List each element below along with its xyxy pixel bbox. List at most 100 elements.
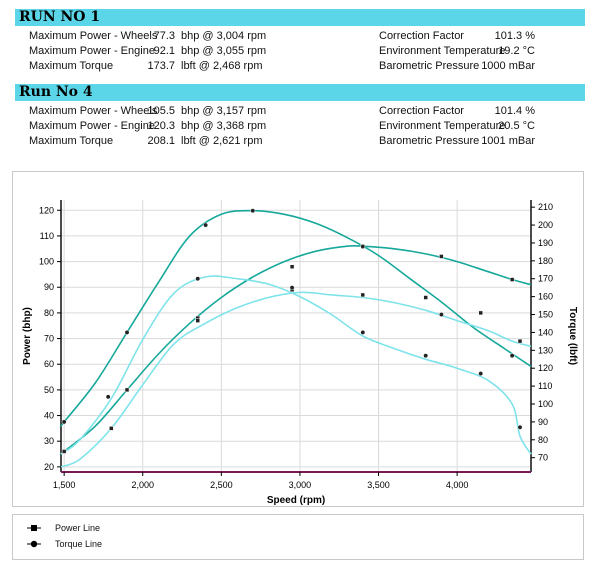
x-tick-label: 2,500 [210, 480, 233, 490]
y2-tick-label: 90 [538, 417, 548, 427]
stat-unit: bhp @ 3,157 rpm [181, 105, 267, 117]
run-4-header: Run No 4 [15, 84, 585, 101]
y-tick-label: 50 [44, 385, 54, 395]
y-tick-label: 60 [44, 359, 54, 369]
y2-tick-label: 110 [538, 381, 552, 391]
env-value: 101.4 % [494, 105, 535, 117]
y2-axis-title: Torque (lbft) [567, 307, 578, 365]
dyno-chart-panel: 1,500 2,000 2,500 3,000 3,500 4,000 20 30 40 50 60… [12, 171, 584, 507]
stat-unit: lbft @ 2,468 rpm [181, 60, 263, 72]
stat-label: Maximum Power - Wheels [29, 30, 158, 42]
y2-tick-label: 170 [538, 274, 553, 284]
y-tick-label: 120 [39, 205, 54, 215]
x-tick-label: 3,500 [367, 480, 390, 490]
env-label: Environment Temperature [379, 120, 506, 132]
env-label: Correction Factor [379, 30, 464, 42]
stat-label: Maximum Power - Engine [29, 45, 155, 57]
torque-point-marker [360, 244, 366, 249]
legend-label: Torque Line [55, 539, 103, 549]
power-point-marker [517, 338, 523, 344]
run-1-torque-line [60, 275, 532, 455]
y2-tick-label: 150 [538, 310, 553, 320]
run-4-row: Maximum Power - Engine 120.3 bhp @ 3,368… [0, 119, 595, 134]
y2-tick-label: 80 [538, 435, 548, 445]
y2-tick-label: 180 [538, 256, 553, 266]
torque-point-marker [124, 329, 130, 335]
y2-tick-label: 200 [538, 220, 553, 230]
stat-label: Maximum Power - Engine [29, 120, 155, 132]
torque-point-marker [195, 276, 201, 282]
stat-value: 208.1 [147, 135, 175, 147]
power-point-marker [124, 387, 130, 393]
y-tick-label: 100 [39, 257, 54, 267]
torque-point-marker [61, 419, 67, 425]
torque-point-marker [478, 371, 484, 377]
run-1-row: Maximum Torque 173.7 lbft @ 2,468 rpm Ba… [0, 59, 595, 74]
y-tick-label: 70 [44, 334, 54, 344]
env-value: 1000 mBar [481, 60, 535, 72]
y2-tick-label: 100 [538, 399, 553, 409]
power-point-marker [478, 310, 483, 316]
torque-point-marker [105, 394, 111, 400]
y-tick-label: 80 [44, 308, 54, 318]
y2-tick-label: 210 [538, 202, 553, 212]
stat-label: Maximum Power - Wheels [29, 105, 158, 117]
stat-value: 120.3 [147, 120, 175, 132]
stat-label: Maximum Torque [29, 60, 114, 72]
power-point-marker [423, 295, 428, 300]
torque-point-marker [509, 353, 515, 359]
x-tick-label: 4,000 [446, 480, 469, 490]
stat-unit: bhp @ 3,055 rpm [181, 45, 267, 57]
y2-tick-label: 70 [538, 453, 548, 463]
stat-unit: bhp @ 3,368 rpm [181, 120, 267, 132]
x-tick-label: 2,000 [131, 480, 154, 490]
y-tick-label: 90 [44, 282, 54, 292]
legend-label: Power Line [55, 523, 101, 533]
run-1-row: Maximum Power - Wheels 77.3 bhp @ 3,004 … [0, 29, 595, 44]
y-tick-label: 40 [44, 411, 54, 421]
stat-value: 173.7 [147, 60, 175, 72]
y2-tick-label: 190 [538, 238, 553, 248]
y2-tick-label: 120 [538, 363, 553, 373]
stat-label: Maximum Torque [29, 135, 114, 147]
run-1-title: RUN NO 1 [19, 9, 101, 25]
env-label: Barometric Pressure [379, 135, 480, 147]
power-point-marker [289, 264, 295, 269]
y2-tick-label: 160 [538, 292, 553, 302]
power-point-marker [360, 292, 366, 298]
torque-point-marker [289, 285, 295, 291]
torque-point-marker [438, 312, 444, 317]
env-value: 19.2 °C [498, 45, 535, 57]
stat-unit: bhp @ 3,004 rpm [181, 30, 267, 42]
y2-tick-label: 140 [538, 327, 553, 337]
run-4-title: Run No 4 [19, 84, 93, 100]
torque-point-marker [423, 353, 429, 359]
env-label: Environment Temperature [379, 45, 506, 57]
power-point-marker [195, 318, 201, 323]
power-point-marker [109, 426, 114, 431]
stat-value: 105.5 [147, 105, 175, 117]
env-value: 101.3 % [494, 30, 535, 42]
stat-unit: lbft @ 2,621 rpm [181, 135, 263, 147]
run-4-row: Maximum Power - Wheels 105.5 bhp @ 3,157… [0, 104, 595, 119]
run-4-row: Maximum Torque 208.1 lbft @ 2,621 rpm Ba… [0, 134, 595, 149]
env-value: 1001 mBar [481, 135, 535, 147]
stat-value: 92.1 [153, 45, 175, 57]
y-tick-label: 20 [44, 462, 54, 472]
run-1-row: Maximum Power - Engine 92.1 bhp @ 3,055 … [0, 44, 595, 59]
run-4-power-line [59, 244, 532, 456]
x-tick-label: 1,500 [53, 480, 76, 490]
run-1-header: RUN NO 1 [15, 9, 585, 26]
torque-point-marker [360, 329, 366, 335]
square-marker-icon [27, 525, 41, 531]
y-tick-label: 30 [44, 436, 54, 446]
torque-point-marker [203, 222, 209, 228]
y-axis-title: Power (bhp) [22, 307, 33, 365]
torque-point-marker [517, 424, 523, 430]
power-point-marker [439, 254, 444, 259]
circle-marker-icon [27, 540, 41, 548]
env-label: Correction Factor [379, 105, 464, 117]
chart-legend: Power Line Torque Line [12, 514, 584, 560]
stat-value: 77.3 [153, 30, 175, 42]
env-label: Barometric Pressure [379, 60, 480, 72]
